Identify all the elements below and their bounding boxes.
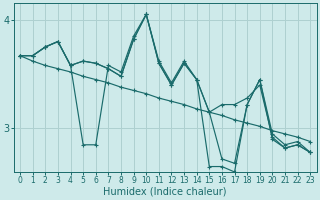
X-axis label: Humidex (Indice chaleur): Humidex (Indice chaleur)	[103, 187, 227, 197]
